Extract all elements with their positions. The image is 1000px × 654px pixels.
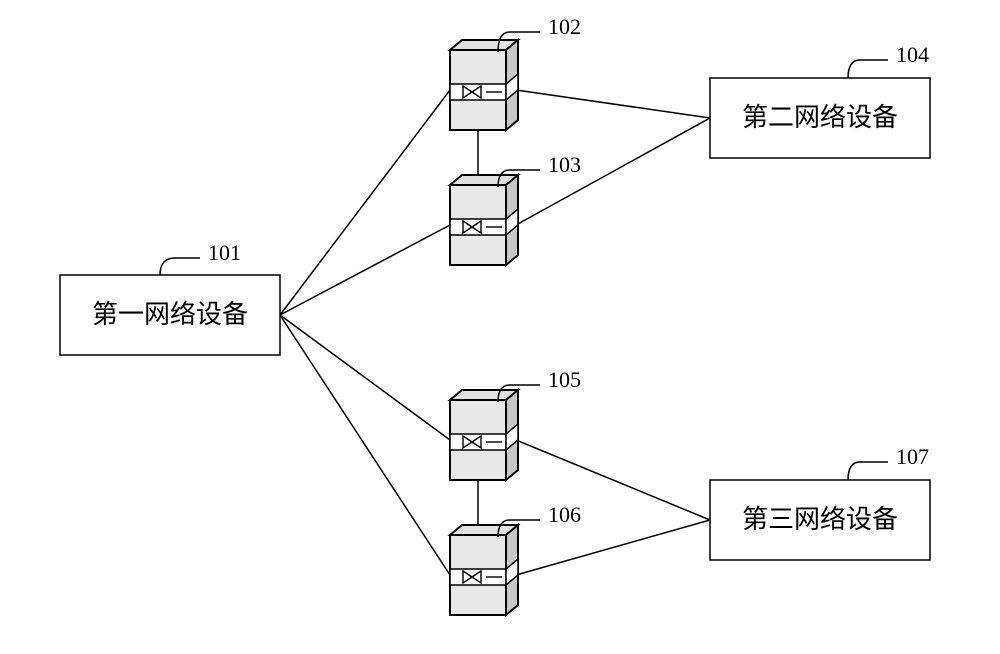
edge-n101-s103 <box>280 225 450 315</box>
box-101-label: 第一网络设备 <box>92 300 248 329</box>
edge-s103-n104 <box>516 118 710 225</box>
edge-s106-n107 <box>516 520 710 575</box>
box-104-leader: 104 <box>848 42 929 78</box>
server-105 <box>450 390 518 480</box>
server-102-ref: 102 <box>548 14 581 39</box>
box-107: 第三网络设备 <box>710 480 930 560</box>
server-102 <box>450 40 518 130</box>
edges-layer <box>280 90 710 575</box>
box-107-label: 第三网络设备 <box>742 505 898 534</box>
servers-layer <box>450 40 518 615</box>
server-103-ref: 103 <box>548 152 581 177</box>
box-107-leader: 107 <box>848 444 929 480</box>
server-103 <box>450 175 518 265</box>
box-101: 第一网络设备 <box>60 275 280 355</box>
box-101-leader: 101 <box>160 240 241 275</box>
edge-s105-n107 <box>516 440 710 520</box>
server-106 <box>450 525 518 615</box>
box-107-ref: 107 <box>896 444 929 469</box>
server-105-ref: 105 <box>548 367 581 392</box>
edge-s102-n104 <box>516 90 710 118</box>
edge-n101-s102 <box>280 90 450 315</box>
box-104-ref: 104 <box>896 42 929 67</box>
boxes-layer: 第一网络设备 第二网络设备第三网络设备 <box>60 78 930 560</box>
edge-n101-s106 <box>280 315 450 575</box>
server-106-ref: 106 <box>548 502 581 527</box>
box-101-ref: 101 <box>208 240 241 265</box>
edge-n101-s105 <box>280 315 450 440</box>
box-104: 第二网络设备 <box>710 78 930 158</box>
box-104-label: 第二网络设备 <box>742 103 898 132</box>
